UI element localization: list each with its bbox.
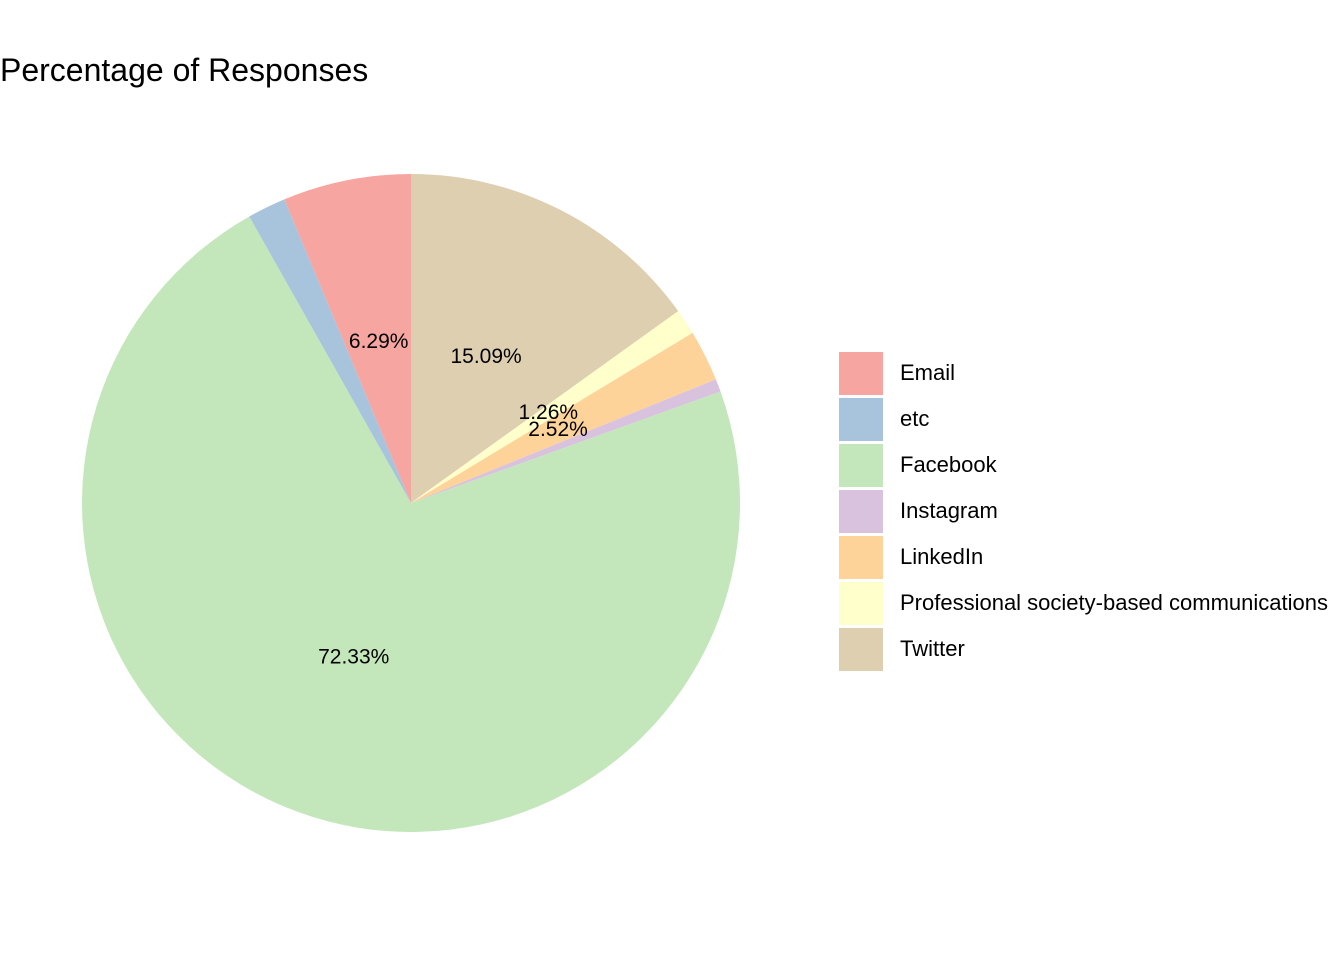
legend-label-twitter: Twitter	[900, 636, 965, 661]
pie-slice-linkedin	[411, 332, 716, 503]
legend-key-linkedin	[839, 536, 883, 579]
slice-label-linkedin: 2.52%	[528, 418, 588, 441]
slice-label-twitter: 15.09%	[450, 345, 521, 368]
legend-key-facebook	[839, 444, 883, 487]
legend-label-facebook: Facebook	[900, 452, 997, 477]
legend-key-professional-society	[839, 582, 883, 625]
chart-title: Percentage of Responses	[0, 52, 369, 88]
legend-label-etc: etc	[900, 406, 930, 431]
slice-label-email: 6.29%	[349, 330, 409, 353]
pie-slice-professional-society-based-communications	[411, 311, 693, 503]
slice-label-facebook: 72.33%	[318, 646, 389, 669]
legend-key-twitter	[839, 628, 883, 671]
legend-label-linkedin: LinkedIn	[900, 544, 984, 569]
pie-slice-twitter	[411, 174, 679, 503]
legend-label-email: Email	[900, 360, 956, 385]
slice-label-professional-society-based-communications: 1.26%	[519, 401, 579, 424]
legend-key-etc	[839, 398, 883, 441]
legend-key-instagram	[839, 490, 883, 533]
legend-label-professional-society: Professional society-based communication…	[900, 590, 1328, 615]
pie-slice-instagram	[411, 379, 721, 503]
pie-slices	[82, 174, 741, 832]
legend-key-email	[839, 352, 883, 395]
pie-slice-labels: 15.09% 1.26%2.52% 72.33% 6.29%	[318, 330, 588, 669]
pie-slice-email	[284, 174, 411, 503]
pie-slice-facebook	[82, 216, 741, 832]
pie-slice-etc	[249, 199, 411, 503]
legend-label-instagram: Instagram	[900, 498, 998, 523]
